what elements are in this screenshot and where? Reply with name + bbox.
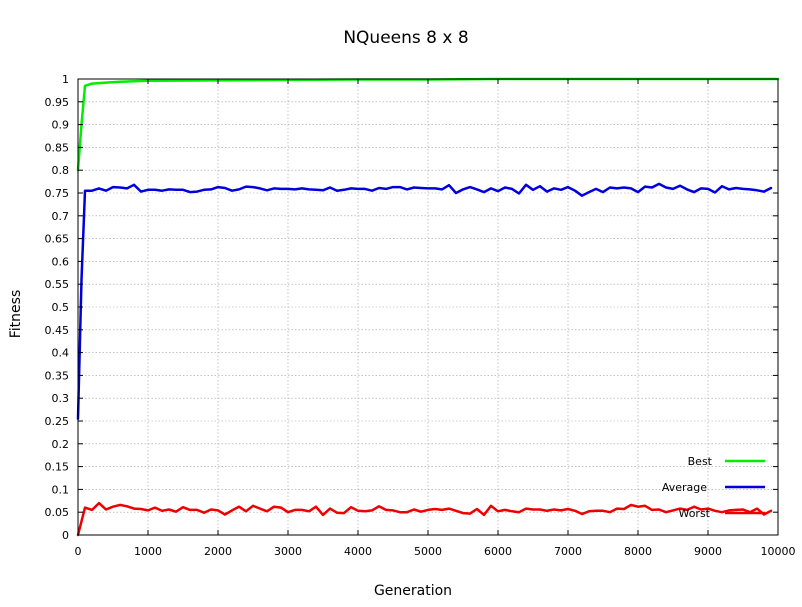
y-tick-label: 0.9 — [52, 119, 70, 132]
series-line-worst — [76, 501, 773, 537]
legend-label-best: Best — [688, 455, 713, 468]
y-tick-label: 0.4 — [52, 347, 70, 360]
x-tick-label: 8000 — [624, 545, 652, 558]
y-tick-label: 0.2 — [52, 438, 70, 451]
y-tick-label: 0.85 — [45, 141, 70, 154]
tick-layer: 0 0.05 0.1 0.15 0.2 0.25 0.3 0.35 0.4 0.45 0.5 0.55… — [45, 73, 796, 558]
x-tick-label: 5000 — [414, 545, 442, 558]
legend-label-average: Average — [662, 481, 707, 494]
y-tick-label: 1 — [62, 73, 69, 86]
x-tick-label: 6000 — [484, 545, 512, 558]
y-tick-label: 0.7 — [52, 210, 70, 223]
x-tick-label: 1000 — [134, 545, 162, 558]
legend-label-worst: Worst — [678, 507, 710, 520]
y-tick-label: 0.75 — [45, 187, 70, 200]
x-tick-label: 2000 — [204, 545, 232, 558]
y-tick-label: 0.05 — [45, 506, 70, 519]
y-tick-label: 0 — [62, 529, 69, 542]
y-tick-label: 0.6 — [52, 255, 70, 268]
x-tick-label: 4000 — [344, 545, 372, 558]
grid-layer — [78, 79, 778, 535]
x-tick-label: 3000 — [274, 545, 302, 558]
y-tick-label: 0.45 — [45, 324, 70, 337]
x-tick-label: 0 — [75, 545, 82, 558]
x-axis-label: Generation — [374, 583, 452, 599]
legend: Best Average Worst — [662, 455, 765, 520]
y-axis-label: Fitness — [8, 290, 24, 339]
x-tick-label: 10000 — [761, 545, 796, 558]
x-tick-label: 9000 — [694, 545, 722, 558]
chart-title: NQueens 8 x 8 — [343, 28, 468, 48]
y-tick-label: 0.15 — [45, 461, 70, 474]
series-line-average — [76, 182, 773, 420]
y-tick-label: 0.8 — [52, 164, 70, 177]
y-tick-label: 0.65 — [45, 233, 70, 246]
y-tick-label: 0.35 — [45, 369, 70, 382]
y-tick-label: 0.95 — [45, 96, 70, 109]
y-tick-label: 0.25 — [45, 415, 70, 428]
y-tick-label: 0.55 — [45, 278, 70, 291]
y-tick-label: 0.1 — [52, 483, 70, 496]
y-tick-label: 0.3 — [52, 392, 70, 405]
y-tick-label: 0.5 — [52, 301, 70, 314]
x-tick-label: 7000 — [554, 545, 582, 558]
